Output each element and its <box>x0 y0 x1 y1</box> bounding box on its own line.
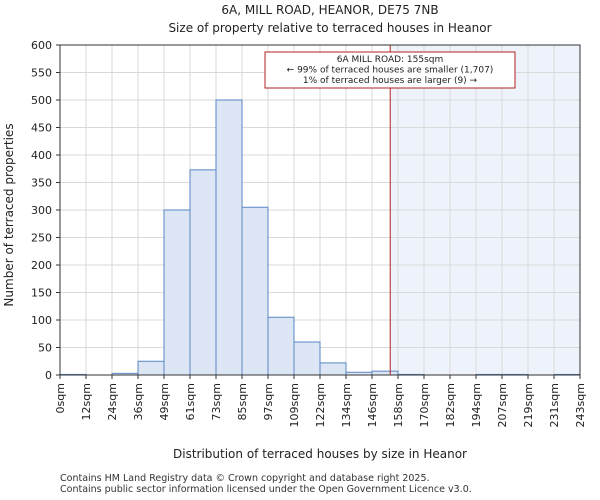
y-tick-label: 350 <box>31 177 52 190</box>
y-tick-label: 550 <box>31 67 52 80</box>
x-tick-label: 134sqm <box>340 383 353 427</box>
x-tick-label: 109sqm <box>288 383 301 427</box>
y-tick-label: 250 <box>31 232 52 245</box>
bar <box>189 169 217 376</box>
bar <box>163 209 191 376</box>
x-axis-label: Distribution of terraced houses by size … <box>173 447 467 461</box>
x-tick-label: 219sqm <box>522 383 535 427</box>
y-tick-label: 50 <box>38 342 52 355</box>
x-tick-label: 158sqm <box>392 383 405 427</box>
annotation-line: ← 99% of terraced houses are smaller (1,… <box>287 66 494 76</box>
footer-line-1: Contains HM Land Registry data © Crown c… <box>60 473 430 484</box>
annotation-line: 6A MILL ROAD: 155sqm <box>337 55 444 65</box>
x-tick-label: 49sqm <box>158 383 171 420</box>
x-tick-label: 146sqm <box>366 383 379 427</box>
chart-title: 6A, MILL ROAD, HEANOR, DE75 7NB <box>221 3 438 17</box>
x-tick-label: 207sqm <box>496 383 509 427</box>
y-tick-label: 600 <box>31 39 52 52</box>
y-tick-label: 500 <box>31 94 52 107</box>
y-tick-label: 450 <box>31 122 52 135</box>
bar <box>371 370 399 376</box>
bar <box>267 316 295 376</box>
bar <box>293 341 321 376</box>
x-tick-label: 0sqm <box>54 383 67 413</box>
y-axis-label: Number of terraced properties <box>2 123 16 306</box>
y-tick-label: 400 <box>31 149 52 162</box>
plot-area: 0 50 100 150 200 250 300 350 400 450 500 550 600 0sqm… <box>31 39 587 427</box>
x-tick-label: 122sqm <box>314 383 327 427</box>
x-tick-label: 170sqm <box>418 383 431 427</box>
x-tick-label: 61sqm <box>184 383 197 420</box>
x-tick-label: 12sqm <box>80 383 93 420</box>
y-tick-label: 0 <box>45 369 52 382</box>
bar <box>241 206 269 376</box>
annotation-box <box>264 51 516 89</box>
footer-line-2: Contains public sector information licen… <box>60 484 472 495</box>
x-tick-label: 231sqm <box>548 383 561 427</box>
bar <box>137 360 165 376</box>
x-tick-label: 85sqm <box>236 383 249 420</box>
bar <box>215 99 243 376</box>
annotation-line: 1% of terraced houses are larger (9) → <box>303 76 478 86</box>
y-tick-label: 200 <box>31 259 52 272</box>
x-tick-label: 97sqm <box>262 383 275 420</box>
x-tick-label: 182sqm <box>444 383 457 427</box>
x-tick-label: 36sqm <box>132 383 145 420</box>
x-tick-label: 194sqm <box>470 383 483 427</box>
bar <box>319 362 347 376</box>
x-tick-label: 24sqm <box>106 383 119 420</box>
x-tick-label: 73sqm <box>210 383 223 420</box>
x-tick-label: 243sqm <box>574 383 587 427</box>
y-tick-label: 150 <box>31 287 52 300</box>
y-tick-label: 100 <box>31 314 52 327</box>
chart-subtitle: Size of property relative to terraced ho… <box>168 21 491 35</box>
y-tick-label: 300 <box>31 204 52 217</box>
